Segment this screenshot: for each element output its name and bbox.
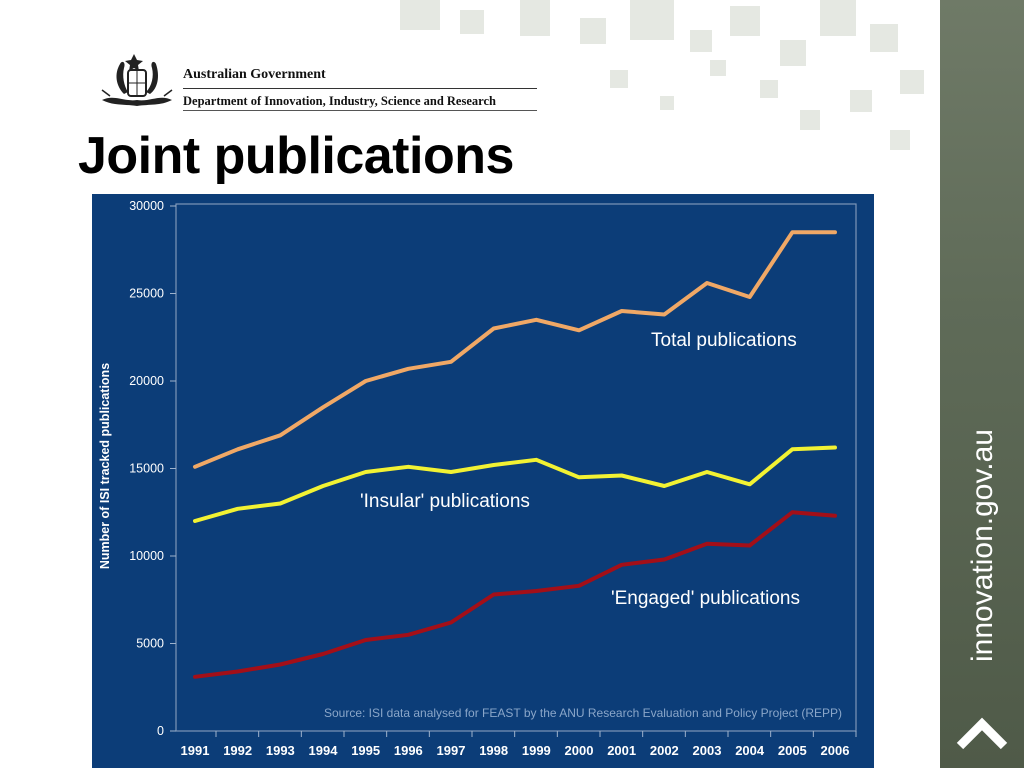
header-rule	[183, 88, 537, 89]
source-note: Source: ISI data analysed for FEAST by t…	[324, 706, 842, 720]
department-name: Department of Innovation, Industry, Scie…	[183, 94, 496, 108]
x-tick-label: 2000	[565, 743, 594, 758]
x-tick-label: 1999	[522, 743, 551, 758]
site-name: innovation.gov.au	[966, 429, 999, 662]
series-line-insular	[193, 445, 837, 523]
y-tick-label: 5000	[136, 637, 164, 651]
x-tick-label: 2002	[650, 743, 679, 758]
government-name: Australian Government	[183, 67, 326, 82]
x-tick-label: 2006	[821, 743, 850, 758]
x-tick-label: 2005	[778, 743, 807, 758]
coat-of-arms-logo	[101, 54, 173, 106]
x-tick-label: 1996	[394, 743, 423, 758]
series-label-total: Total publications	[651, 330, 797, 351]
chevron-up-icon	[956, 717, 1008, 750]
y-tick-label: 0	[157, 724, 164, 738]
sidebar-band: innovation.gov.au	[940, 0, 1024, 768]
x-tick-label: 2003	[693, 743, 722, 758]
x-tick-label: 2001	[607, 743, 636, 758]
x-tick-label: 1993	[266, 743, 295, 758]
x-tick-label: 1992	[223, 743, 252, 758]
chart-panel: Number of ISI tracked publications 0 5000…	[92, 194, 874, 768]
x-tick-label: 1995	[351, 743, 380, 758]
series-line-total	[193, 230, 837, 469]
x-tick-label: 1997	[437, 743, 466, 758]
series-label-engaged: 'Engaged' publications	[611, 588, 800, 609]
line-chart: Number of ISI tracked publications 0 5000…	[98, 199, 857, 758]
header-rule-bottom	[183, 110, 537, 111]
y-axis-label: Number of ISI tracked publications	[98, 363, 112, 569]
decorative-squares	[400, 0, 924, 150]
series-line-engaged	[193, 510, 837, 679]
y-tick-label: 25000	[129, 287, 164, 301]
series-label-insular: 'Insular' publications	[360, 491, 530, 512]
y-tick-label: 10000	[129, 549, 164, 563]
y-tick-label: 20000	[129, 374, 164, 388]
y-tick-label: 15000	[129, 462, 164, 476]
page-title: Joint publications	[78, 127, 514, 185]
x-tick-label: 1998	[479, 743, 508, 758]
plot-frame	[175, 203, 857, 732]
site-name-vertical: innovation.gov.au	[966, 429, 999, 662]
x-tick-label: 1991	[181, 743, 210, 758]
y-tick-label: 30000	[129, 199, 164, 213]
x-tick-label: 1994	[309, 743, 339, 758]
x-tick-label: 2004	[735, 743, 765, 758]
